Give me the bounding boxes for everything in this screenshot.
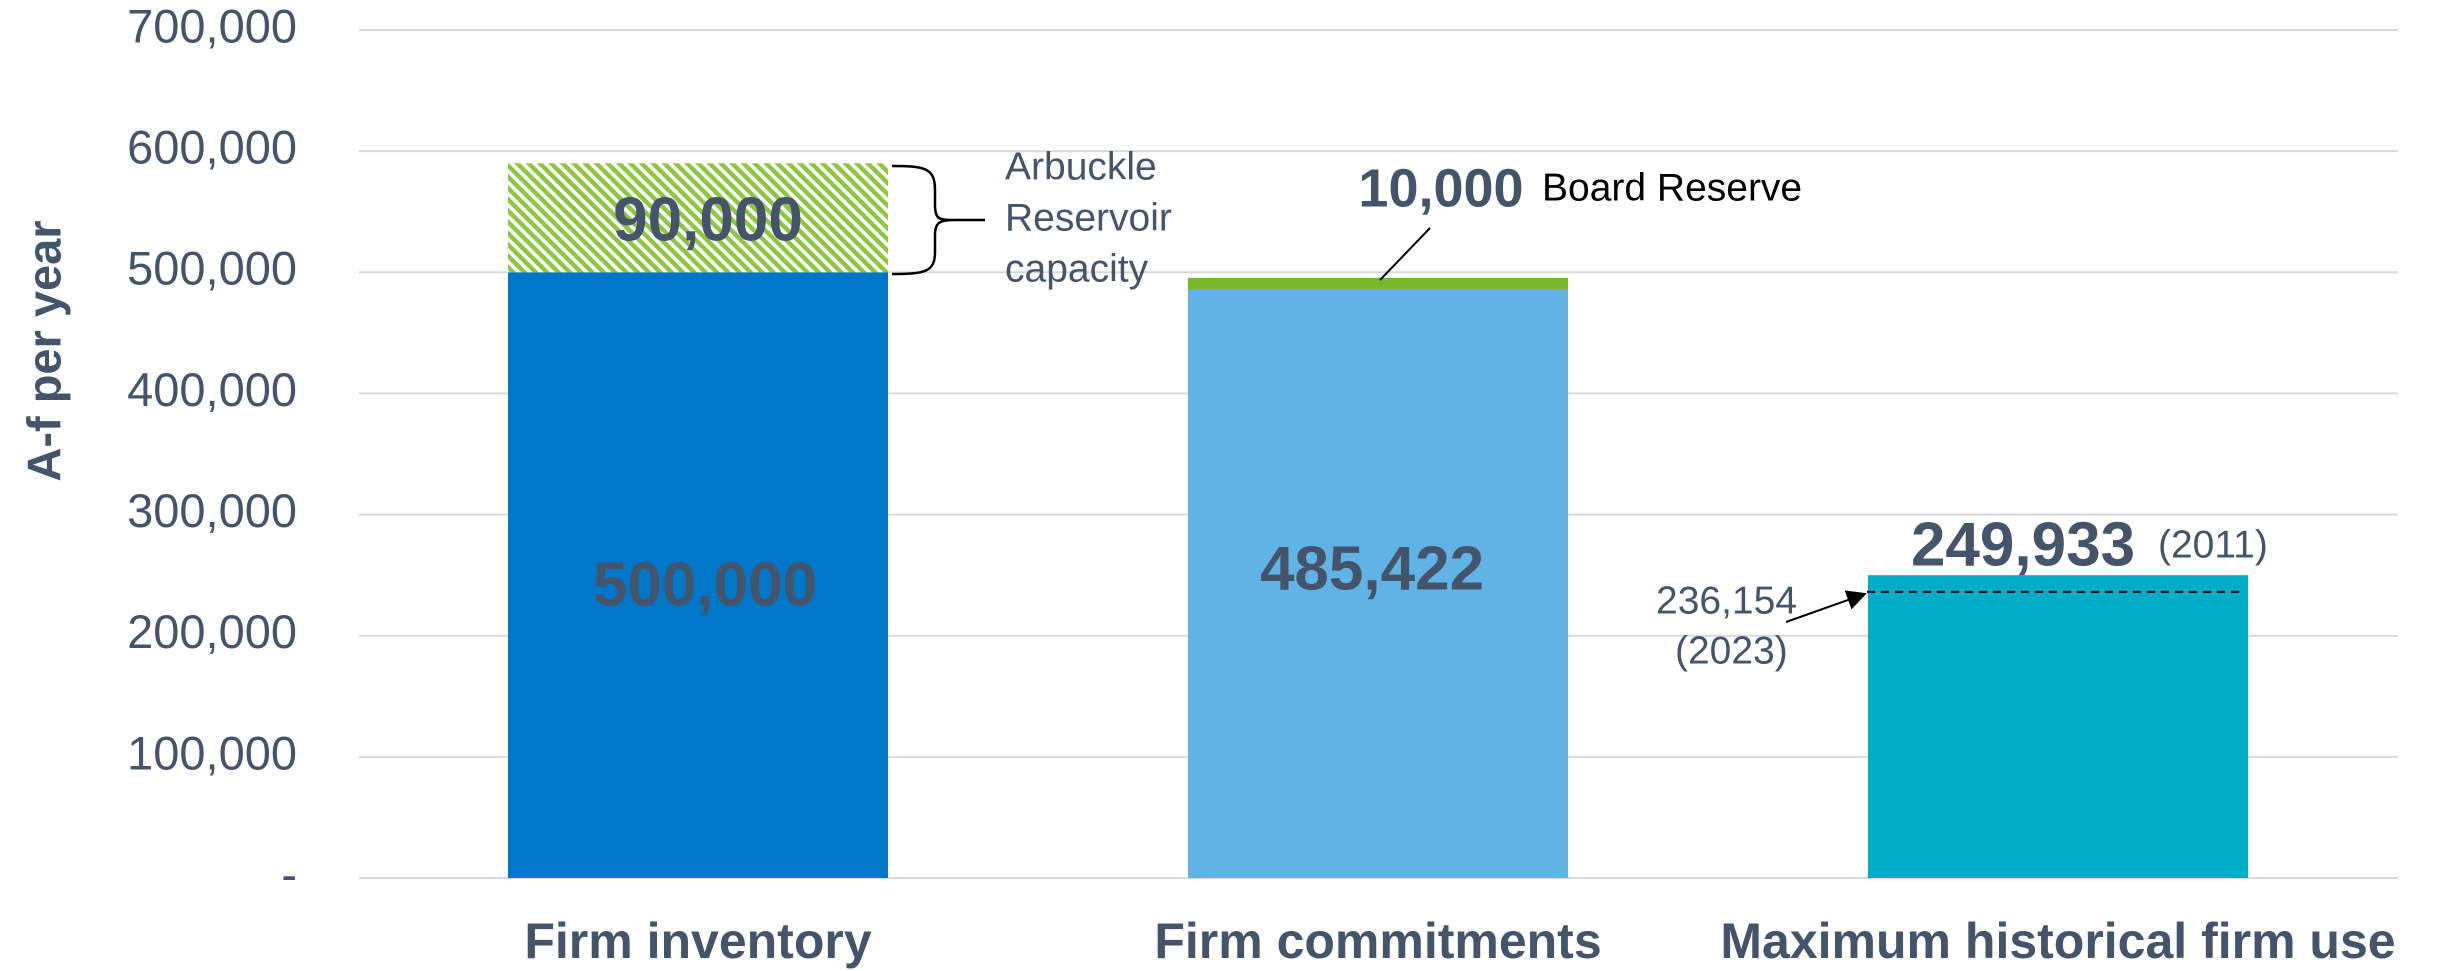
bar-segment (1188, 289, 1568, 878)
annotation: Board Reserve (1542, 166, 1802, 209)
value-label: 90,000 (613, 185, 803, 254)
bar-segment (508, 272, 888, 878)
reference-arrow (1785, 590, 1867, 623)
x-tick-label: Maximum historical firm use (1720, 913, 2395, 969)
y-tick-label: 200,000 (127, 605, 297, 658)
x-tick-label: Firm commitments (1154, 913, 1601, 969)
annotation: (2011) (2158, 523, 2268, 566)
y-axis-title: A-f per year (17, 220, 70, 481)
y-tick-label: 100,000 (127, 726, 297, 779)
annotation: Reservoir (1005, 196, 1172, 239)
value-label: 249,933 (1911, 510, 2135, 579)
value-label: 485,422 (1260, 534, 1484, 603)
bar-segment (1868, 575, 2248, 878)
value-label: 10,000 (1358, 158, 1523, 218)
y-tick-label: 300,000 (127, 484, 297, 537)
y-tick-label: 400,000 (127, 363, 297, 416)
annotation: capacity (1005, 247, 1149, 290)
bar-segment (508, 163, 888, 273)
y-tick-label: 600,000 (127, 121, 297, 174)
y-tick-label: 500,000 (127, 242, 297, 295)
leader-line (1379, 227, 1431, 281)
bar-segment (1188, 277, 1568, 290)
y-tick-label: 700,000 (127, 0, 297, 52)
reference-label: 236,154 (1656, 579, 1797, 622)
annotation: Arbuckle (1005, 145, 1157, 188)
brace (891, 164, 956, 276)
x-tick-label: Firm inventory (524, 913, 871, 969)
y-tick-label: - (281, 847, 297, 900)
reference-note: (2023) (1675, 629, 1788, 672)
value-label: 500,000 (593, 550, 817, 619)
